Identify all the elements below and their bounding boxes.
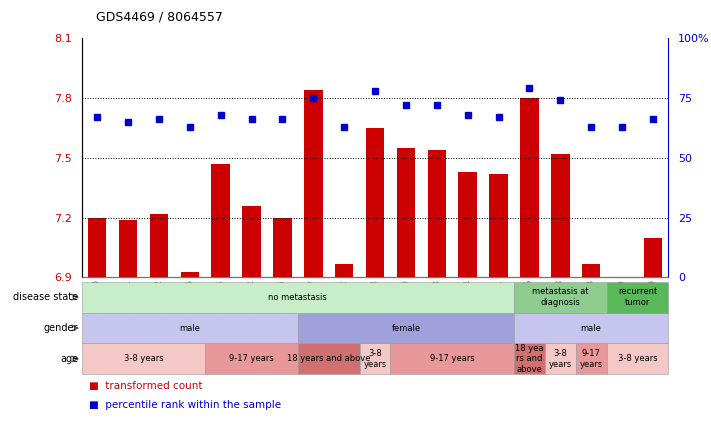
Bar [551, 154, 570, 277]
Text: 3-8 years: 3-8 years [124, 354, 164, 363]
Bar [150, 214, 169, 277]
Text: age: age [60, 354, 78, 364]
Text: 3-8
years: 3-8 years [549, 349, 572, 368]
Bar [242, 206, 261, 277]
Text: 18 years and above: 18 years and above [287, 354, 370, 363]
Bar [489, 174, 508, 277]
Text: 18 yea
rs and
above: 18 yea rs and above [515, 344, 544, 374]
Text: disease state: disease state [13, 292, 78, 302]
Text: male: male [179, 324, 201, 332]
Bar [88, 217, 107, 277]
Bar [365, 128, 385, 277]
Bar [335, 264, 353, 277]
Text: GDS4469 / 8064557: GDS4469 / 8064557 [96, 11, 223, 24]
Text: recurrent
tumor: recurrent tumor [618, 288, 657, 307]
Text: 9-17 years: 9-17 years [430, 354, 475, 363]
Bar [520, 98, 539, 277]
Text: 3-8
years: 3-8 years [363, 349, 387, 368]
Bar [211, 164, 230, 277]
Text: female: female [391, 324, 420, 332]
Text: male: male [581, 324, 602, 332]
Bar [273, 217, 292, 277]
Bar [397, 148, 415, 277]
Text: ■  percentile rank within the sample: ■ percentile rank within the sample [89, 400, 281, 410]
Bar [459, 172, 477, 277]
Text: 9-17 years: 9-17 years [229, 354, 274, 363]
Bar [304, 90, 323, 277]
Bar [582, 264, 600, 277]
Bar [181, 272, 199, 277]
Bar [119, 220, 137, 277]
Text: gender: gender [43, 323, 78, 333]
Text: 9-17
years: 9-17 years [579, 349, 603, 368]
Bar [427, 150, 446, 277]
Text: ■  transformed count: ■ transformed count [89, 381, 203, 391]
Text: metastasis at
diagnosis: metastasis at diagnosis [532, 288, 589, 307]
Bar [643, 238, 662, 277]
Text: no metastasis: no metastasis [269, 293, 327, 302]
Text: 3-8 years: 3-8 years [618, 354, 657, 363]
